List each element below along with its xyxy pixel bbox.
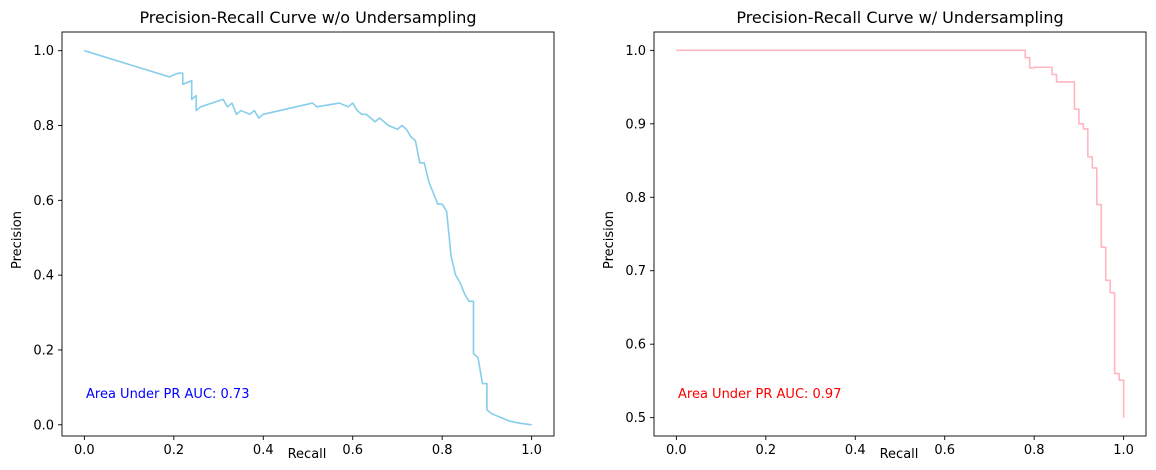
plot-area: 0.0 0.2 0.4 0.6 0.8 1.0 0.5 0.6 0.7 0.8 0.9 1.0	[625, 31, 1147, 458]
series-line	[676, 49, 1125, 418]
y-tick-label: 0.0	[33, 418, 54, 433]
y-tick-label: 0.8	[33, 119, 54, 134]
y-tick-label: 0.4	[33, 269, 54, 284]
y-tick-label: 1.0	[625, 44, 646, 59]
x-tick-label: 0.6	[934, 443, 955, 458]
y-tick-label: 0.7	[625, 264, 646, 279]
y-axis-label: Precision	[10, 211, 25, 269]
y-tick-label: 0.5	[625, 411, 646, 426]
chart-title: Precision-Recall Curve w/ Undersampling	[736, 8, 1063, 27]
x-tick-label: 0.6	[342, 443, 363, 458]
y-tick-label: 0.8	[625, 191, 646, 206]
x-tick-label: 0.8	[1024, 443, 1045, 458]
y-tick-label: 0.2	[33, 343, 54, 358]
x-tick-label: 0.0	[666, 443, 687, 458]
plot-frame	[61, 31, 555, 437]
y-tick-label: 0.6	[33, 194, 54, 209]
x-tick-label: 0.8	[432, 443, 453, 458]
y-tick-label: 1.0	[33, 44, 54, 59]
y-tick-label: 0.9	[625, 117, 646, 132]
x-tick-label: 0.0	[74, 443, 95, 458]
x-tick-label: 0.2	[755, 443, 776, 458]
x-tick-label: 0.4	[845, 443, 866, 458]
auc-annotation: Area Under PR AUC: 0.73	[86, 387, 249, 402]
chart-left: Precision-Recall Curve w/o Undersampling…	[10, 8, 555, 462]
auc-annotation: Area Under PR AUC: 0.97	[678, 387, 841, 402]
chart-right: Precision-Recall Curve w/ Undersampling …	[602, 8, 1147, 462]
x-axis-label: Recall	[288, 447, 327, 462]
x-axis-label: Recall	[880, 447, 919, 462]
x-tick-label: 1.0	[521, 443, 542, 458]
x-tick-label: 0.2	[163, 443, 184, 458]
chart-title: Precision-Recall Curve w/o Undersampling	[139, 8, 476, 27]
series-line	[84, 49, 532, 426]
y-tick-label: 0.6	[625, 338, 646, 353]
y-axis-label: Precision	[602, 211, 617, 269]
x-tick-label: 1.0	[1113, 443, 1134, 458]
x-tick-label: 0.4	[253, 443, 274, 458]
plot-frame	[653, 31, 1147, 437]
plot-area: 0.0 0.2 0.4 0.6 0.8 1.0 0.0 0.2 0.4 0.6 0.8 1.0	[33, 31, 555, 458]
